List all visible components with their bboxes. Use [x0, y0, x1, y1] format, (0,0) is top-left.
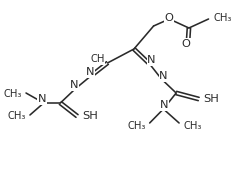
Text: O: O — [165, 13, 174, 23]
Text: N: N — [159, 71, 168, 81]
Text: SH: SH — [204, 94, 219, 104]
Text: CH₃: CH₃ — [4, 89, 22, 99]
Text: CH: CH — [90, 54, 105, 64]
Text: SH: SH — [82, 111, 98, 121]
Text: CH₃: CH₃ — [127, 121, 146, 131]
Text: O: O — [182, 39, 190, 49]
Text: CH₃: CH₃ — [8, 111, 26, 121]
Text: CH₃: CH₃ — [183, 121, 201, 131]
Text: CH₃: CH₃ — [214, 13, 232, 23]
Text: N: N — [37, 94, 46, 104]
Text: N: N — [147, 55, 156, 65]
Text: N: N — [70, 80, 78, 90]
Text: N: N — [160, 100, 169, 110]
Text: N: N — [86, 67, 94, 77]
